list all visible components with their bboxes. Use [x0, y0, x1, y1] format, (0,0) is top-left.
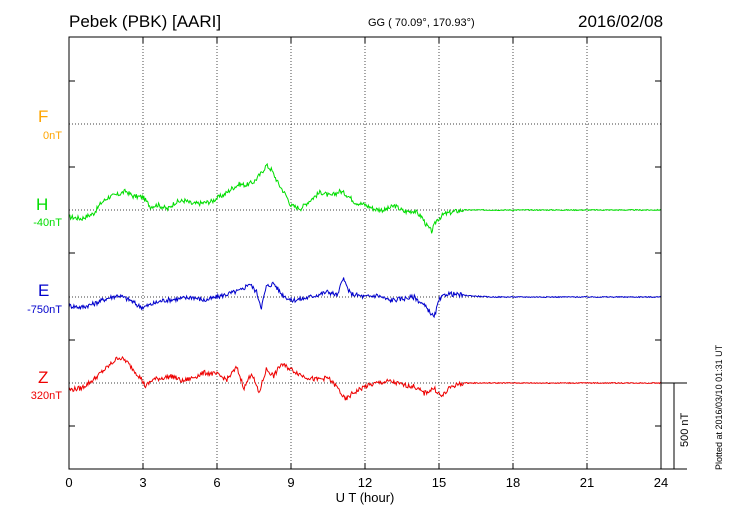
x-axis-label: U T (hour) [336, 490, 395, 505]
series-line-e [68, 277, 662, 319]
plotted-timestamp: Plotted at 2016/03/10 01:31 UT [714, 344, 724, 470]
scale-bar [661, 382, 687, 470]
channel-h-baseline: -40nT [33, 217, 62, 229]
channel-f-baseline: 0nT [43, 130, 62, 142]
x-tick-label: 21 [580, 475, 594, 490]
channel-f-name: F [38, 107, 49, 126]
channel-e-baseline: -750nT [27, 304, 62, 316]
x-tick-label: 3 [139, 475, 146, 490]
station-title: Pebek (PBK) [AARI] [69, 12, 222, 31]
date-label: 2016/02/08 [578, 12, 664, 31]
x-tick-label: 15 [432, 475, 446, 490]
x-tick-label: 24 [654, 475, 668, 490]
series-line-z [68, 355, 662, 401]
channel-h-name: H [36, 195, 49, 214]
x-tick-label: 12 [358, 475, 372, 490]
x-tick-label: 6 [213, 475, 220, 490]
channel-e-name: E [38, 281, 50, 300]
channel-z-name: Z [38, 368, 49, 387]
x-tick-label: 9 [287, 475, 294, 490]
channel-z-baseline: 320nT [30, 390, 62, 402]
series-line-h [69, 162, 662, 234]
x-tick-label: 18 [506, 475, 520, 490]
x-tick-label: 0 [65, 475, 72, 490]
coordinates-label: GG ( 70.09°, 170.93°) [368, 17, 475, 29]
scale-bar-label: 500 nT [679, 412, 691, 447]
